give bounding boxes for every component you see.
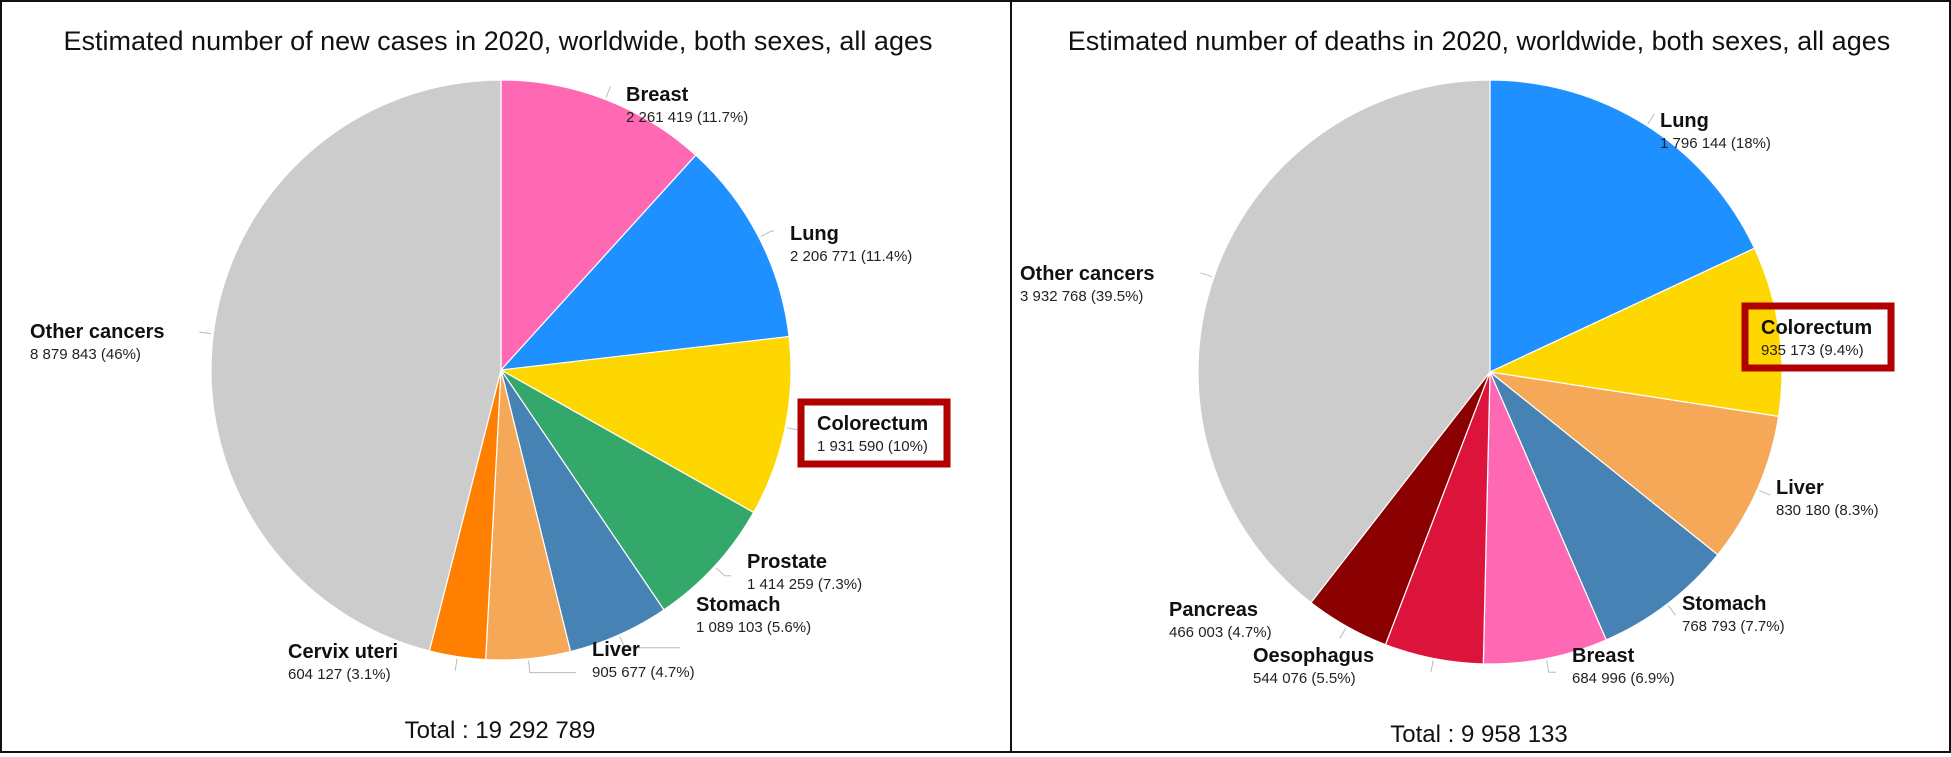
leader-line-pancreas xyxy=(1339,627,1347,639)
slice-value-prostate: 1 414 259 (7.3%) xyxy=(747,576,862,593)
pie-slices xyxy=(210,79,792,661)
slice-value-colorectum: 1 931 590 (10%) xyxy=(817,438,928,455)
slice-label-colorectum: Colorectum xyxy=(817,413,928,435)
leader-lines xyxy=(1200,113,1793,673)
leader-lines xyxy=(199,86,801,674)
pie-slice-other-cancers xyxy=(210,79,502,652)
leader-line-other-cancers xyxy=(199,331,212,335)
slice-value-stomach: 1 089 103 (5.6%) xyxy=(696,619,811,636)
chart-title: Estimated number of deaths in 2020, worl… xyxy=(1068,26,1890,56)
slice-value-other-cancers: 3 932 768 (39.5%) xyxy=(1020,288,1143,305)
slice-labels: Breast 2 261 419 (11.7%) Lung 2 206 771 (11… xyxy=(30,84,951,683)
slice-label-breast: Breast xyxy=(626,84,689,106)
pie-slice-lung xyxy=(499,154,790,371)
slice-value-lung: 2 206 771 (11.4%) xyxy=(790,248,912,265)
leader-line-cervix-uteri xyxy=(454,658,458,671)
pie-slices xyxy=(1197,79,1783,665)
slice-label-colorectum: Colorectum xyxy=(1761,317,1872,339)
slice-label-cervix-uteri: Cervix uteri xyxy=(288,641,398,663)
leader-line-lung xyxy=(760,230,774,237)
pie-slice-breast xyxy=(1482,371,1608,665)
leader-line-other-cancers xyxy=(1200,272,1213,278)
deaths-chart-panel: Estimated number of deaths in 2020, worl… xyxy=(1010,0,1951,753)
slice-label-stomach: Stomach xyxy=(1682,593,1766,615)
pie-slice-stomach xyxy=(1489,371,1719,641)
chart-title: Estimated number of new cases in 2020, w… xyxy=(64,26,933,56)
leader-line-lung xyxy=(1647,113,1655,125)
pie-slice-breast xyxy=(500,79,697,372)
leader-line-oesophagus xyxy=(1430,660,1434,673)
slice-label-stomach: Stomach xyxy=(696,594,780,616)
pie-slice-prostate xyxy=(500,369,755,611)
slice-label-prostate: Prostate xyxy=(747,551,827,573)
slice-value-cervix-uteri: 604 127 (3.1%) xyxy=(288,666,391,683)
slice-value-stomach: 768 793 (7.7%) xyxy=(1682,618,1785,635)
pie-slice-colorectum xyxy=(1487,247,1783,418)
slice-value-oesophagus: 544 076 (5.5%) xyxy=(1253,670,1356,687)
slice-value-breast: 684 996 (6.9%) xyxy=(1572,670,1675,687)
slice-label-lung: Lung xyxy=(790,223,839,245)
slice-value-colorectum: 935 173 (9.4%) xyxy=(1761,342,1864,359)
slice-value-breast: 2 261 419 (11.7%) xyxy=(626,109,748,126)
slice-labels: Lung 1 796 144 (18%) Colorectum 935 173 (9.… xyxy=(1020,110,1895,687)
deaths-pie-chart: Estimated number of deaths in 2020, worl… xyxy=(1020,26,1895,748)
pie-slice-other-cancers xyxy=(1197,79,1491,604)
leader-line-liver xyxy=(528,660,576,674)
highlight-box-colorectum xyxy=(797,398,951,468)
slice-label-lung: Lung xyxy=(1660,110,1709,132)
pie-slice-colorectum xyxy=(499,335,792,514)
slice-label-liver: Liver xyxy=(592,639,640,661)
slice-value-pancreas: 466 003 (4.7%) xyxy=(1169,624,1272,641)
slice-value-liver: 830 180 (8.3%) xyxy=(1776,502,1879,519)
leader-line-breast xyxy=(1546,660,1556,673)
leader-line-prostate xyxy=(715,567,731,577)
leader-line-stomach xyxy=(1668,605,1676,616)
highlight-box-colorectum xyxy=(1741,302,1895,372)
chart-total: Total : 9 958 133 xyxy=(1390,721,1567,748)
leader-line-breast xyxy=(605,86,611,98)
slice-label-other-cancers: Other cancers xyxy=(1020,263,1155,285)
leader-line-colorectum xyxy=(1780,328,1793,331)
slice-value-other-cancers: 8 879 843 (46%) xyxy=(30,346,141,363)
slice-value-lung: 1 796 144 (18%) xyxy=(1660,135,1771,152)
slice-label-other-cancers: Other cancers xyxy=(30,321,165,343)
slice-label-pancreas: Pancreas xyxy=(1169,599,1258,621)
leader-line-liver xyxy=(1758,489,1771,496)
slice-label-oesophagus: Oesophagus xyxy=(1253,645,1374,667)
leader-line-stomach xyxy=(619,636,680,649)
pie-slice-liver xyxy=(1487,371,1780,556)
pie-slice-lung xyxy=(1489,79,1756,373)
slice-value-liver: 905 677 (4.7%) xyxy=(592,664,695,681)
chart-total: Total : 19 292 789 xyxy=(405,717,596,744)
new-cases-pie-chart: Estimated number of new cases in 2020, w… xyxy=(30,26,951,744)
slice-label-liver: Liver xyxy=(1776,477,1824,499)
slice-label-breast: Breast xyxy=(1572,645,1635,667)
new-cases-chart-panel: Estimated number of new cases in 2020, w… xyxy=(0,0,1012,753)
